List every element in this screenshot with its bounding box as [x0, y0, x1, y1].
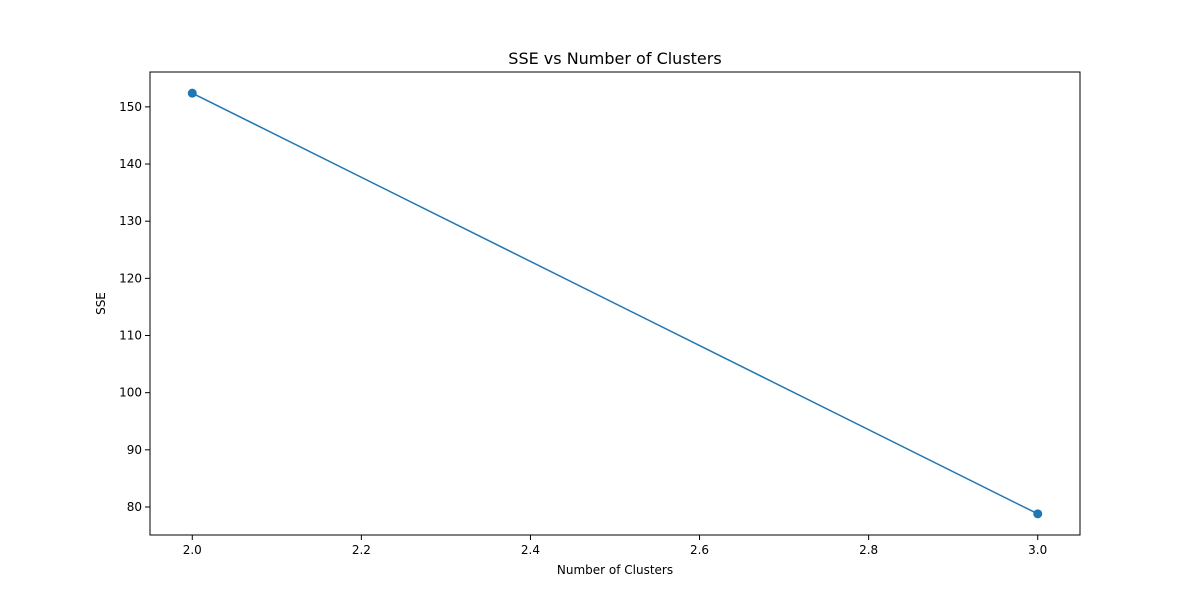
y-tick-label: 90	[127, 443, 142, 457]
y-tick-label: 140	[119, 157, 142, 171]
x-tick-label: 2.8	[859, 543, 878, 557]
x-axis: 2.0 2.2 2.4 2.6 2.8 3.0	[183, 535, 1047, 557]
data-point	[187, 88, 197, 98]
chart-title: SSE vs Number of Clusters	[508, 49, 721, 68]
series-group	[187, 88, 1043, 519]
y-tick-label: 110	[119, 329, 142, 343]
y-tick-label: 120	[119, 271, 142, 285]
x-tick-label: 2.2	[352, 543, 371, 557]
y-tick-label: 100	[119, 386, 142, 400]
data-point	[1033, 509, 1043, 519]
y-tick-label: 130	[119, 214, 142, 228]
x-tick-label: 2.0	[183, 543, 202, 557]
x-axis-label: Number of Clusters	[557, 563, 673, 577]
y-tick-label: 150	[119, 100, 142, 114]
plot-area-frame	[149, 71, 1081, 536]
x-tick-label: 3.0	[1028, 543, 1047, 557]
y-tick-label: 80	[127, 500, 142, 514]
x-tick-label: 2.4	[521, 543, 540, 557]
y-axis-label: SSE	[94, 292, 108, 315]
x-tick-label: 2.6	[690, 543, 709, 557]
series-line	[191, 92, 1039, 515]
y-axis: 80 90 100 110 120 130 140 150	[119, 100, 150, 514]
